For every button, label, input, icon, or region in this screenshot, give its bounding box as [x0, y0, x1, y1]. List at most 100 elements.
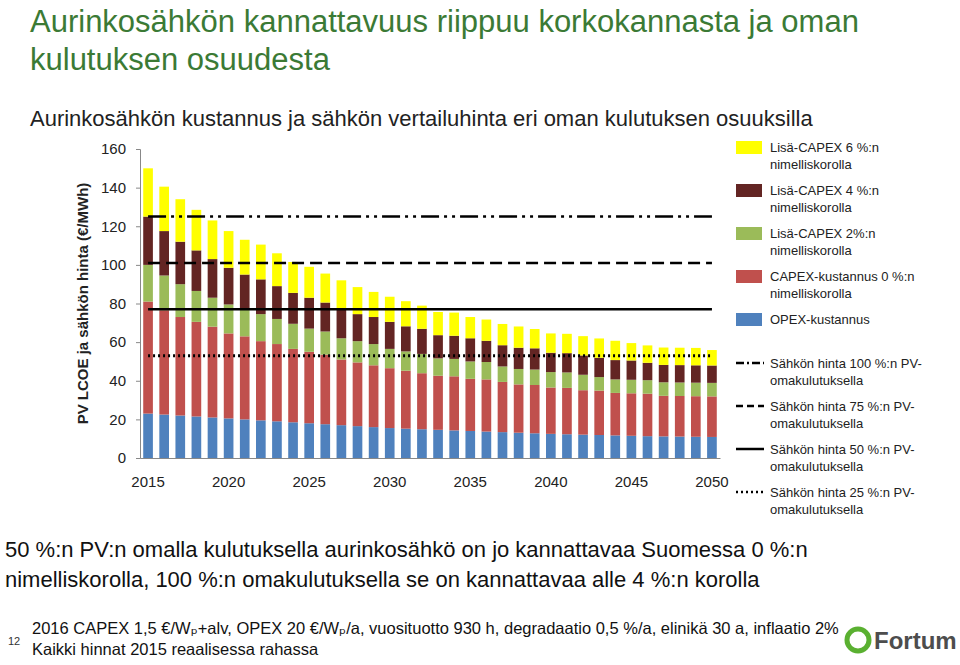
bar-segment	[337, 360, 347, 426]
bar-segment	[514, 369, 524, 384]
x-tick: 2050	[695, 458, 728, 490]
legend-swatch	[736, 448, 764, 451]
legend-item: OPEX-kustannus	[736, 312, 870, 327]
bar-segment	[691, 383, 701, 397]
bar-series	[143, 265, 717, 397]
bar-segment	[401, 371, 411, 429]
plot-marks	[143, 168, 717, 458]
x-tick: 2045	[615, 458, 648, 490]
bar-series	[143, 168, 717, 365]
bar-segment	[610, 341, 620, 360]
title: Aurinkosähkön kannattavuus riippuu korko…	[30, 4, 859, 77]
y-tick: 0	[118, 449, 140, 466]
bar-segment	[240, 419, 250, 458]
bar-segment	[659, 382, 669, 396]
bar-segment	[224, 333, 234, 418]
y-tick: 100	[101, 256, 140, 273]
bar-segment	[433, 376, 443, 430]
bar-segment	[449, 376, 459, 430]
bar-segment	[691, 437, 701, 458]
bar-segment	[562, 434, 572, 458]
bar-segment	[465, 317, 475, 338]
bar-segment	[304, 352, 314, 423]
legend-item: Lisä-CAPEX 6 %:nnimelliskorolla	[736, 140, 879, 172]
bar-segment	[369, 427, 379, 458]
bar-segment	[240, 336, 250, 419]
footnote: Kaikki hinnat 2015 reaalisessa rahassa	[32, 640, 319, 658]
logo-text: Fortum	[874, 627, 957, 654]
bar-segment	[320, 274, 330, 303]
bar-series	[143, 302, 717, 437]
text-line: omakulutuksella	[770, 459, 864, 474]
x-tick: 2025	[292, 458, 325, 490]
bar-series	[143, 217, 717, 383]
bar-segment	[272, 319, 282, 344]
bar-segment	[192, 291, 202, 322]
bar-segment	[159, 415, 169, 458]
bar-segment	[546, 388, 556, 434]
bar-segment	[143, 168, 153, 216]
bar-segment	[417, 429, 427, 458]
y-tick-mark	[136, 265, 140, 266]
y-tick-mark	[136, 419, 140, 420]
text-line: Aurinkosähkön kannattavuus riippuu korko…	[30, 4, 859, 39]
y-tick-label: 0	[118, 449, 126, 466]
bar-segment	[546, 333, 556, 352]
bar-segment	[482, 432, 492, 458]
bar-segment	[288, 422, 298, 458]
bar-segment	[401, 301, 411, 326]
bar-segment	[256, 420, 266, 458]
bar-segment	[192, 416, 202, 458]
bar-segment	[578, 435, 588, 458]
bar-segment	[691, 396, 701, 437]
y-tick-mark	[136, 188, 140, 189]
bar-segment	[320, 355, 330, 425]
bar-segment	[353, 341, 363, 362]
text-line: omakulutuksella	[770, 502, 864, 517]
legend-swatch	[736, 491, 764, 494]
bar-segment	[675, 396, 685, 437]
bar-segment	[353, 314, 363, 341]
bar-segment	[175, 317, 185, 415]
text-line: omakulutuksella	[770, 373, 864, 388]
text-line: nimelliskorolla	[770, 200, 852, 215]
bar-segment	[143, 217, 153, 265]
legend-label: OPEX-kustannus	[770, 312, 870, 327]
bar-segment	[610, 393, 620, 435]
bar-segment	[159, 310, 169, 414]
y-tick-label: 140	[101, 179, 126, 196]
bar-segment	[675, 382, 685, 396]
text-line: Lisä-CAPEX 4 %:n	[770, 183, 879, 198]
bar-segment	[159, 187, 169, 231]
bar-segment	[498, 432, 508, 458]
bar-segment	[159, 231, 169, 275]
subtitle: Aurinkosähkön kustannus ja sähkön vertai…	[30, 106, 813, 131]
logo-symbol	[847, 629, 869, 651]
bar-segment	[482, 320, 492, 341]
bar-segment	[272, 286, 282, 319]
legend-label: Sähkön hinta 100 %:n PV-omakulutuksella	[770, 356, 922, 388]
bar-segment	[320, 332, 330, 355]
bar-segment	[401, 429, 411, 458]
bar-segment	[465, 431, 475, 458]
bar-segment	[175, 416, 185, 458]
legend-item: CAPEX-kustannus 0 %:nnimelliskorolla	[736, 269, 915, 301]
y-tick-mark	[136, 458, 140, 459]
bar-segment	[627, 393, 637, 435]
bar-segment	[675, 365, 685, 382]
price-line	[148, 262, 712, 265]
bar-segment	[304, 267, 314, 298]
y-tick-label: 80	[109, 295, 126, 312]
bar-segment	[514, 348, 524, 369]
bar-segment	[240, 309, 250, 336]
bar-segment	[304, 329, 314, 352]
y-tick: 40	[109, 372, 140, 389]
bar-segment	[707, 383, 717, 397]
price-line	[148, 308, 712, 311]
bar-segment	[224, 268, 234, 305]
bar-segment	[546, 372, 556, 387]
y-tick-label: 100	[101, 256, 126, 273]
bar-segment	[482, 362, 492, 379]
bar-segment	[208, 327, 218, 418]
footnote: 2016 CAPEX 1,5 €/Wₚ+alv, OPEX 20 €/Wₚ/a,…	[32, 619, 839, 637]
